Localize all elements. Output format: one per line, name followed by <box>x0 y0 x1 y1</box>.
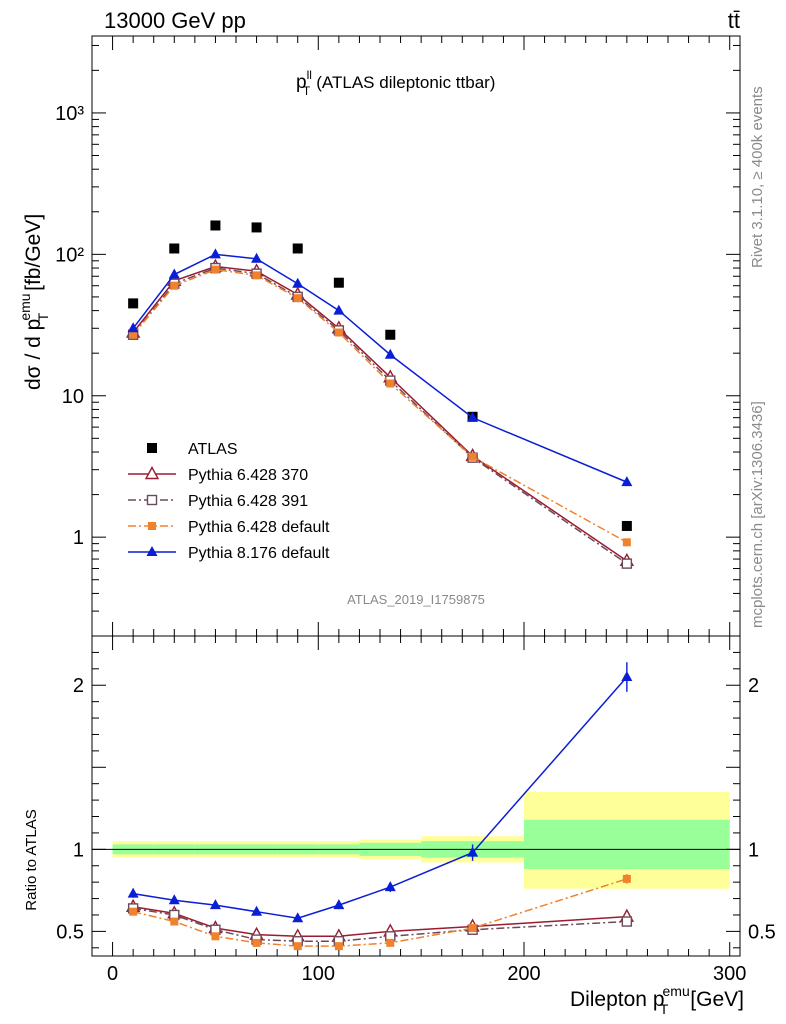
x-tick-label: 0 <box>107 963 118 985</box>
series-0-point <box>292 243 303 254</box>
ratio-y-tick-label: 1 <box>73 839 84 861</box>
series-4-point <box>209 248 221 259</box>
legend-marker-1 <box>144 466 160 480</box>
series-4-point <box>333 304 345 315</box>
x-tick-label: 300 <box>713 963 746 985</box>
ratio-series-3-point <box>621 671 633 682</box>
series-0-point <box>333 277 344 288</box>
ratio-series-3-point <box>127 887 139 898</box>
ratio-series-line-1 <box>133 907 627 942</box>
ratio-y-tick-label-right: 0.5 <box>748 921 776 943</box>
series-3-point <box>129 330 138 339</box>
legend-marker-3 <box>148 522 156 530</box>
ratio-series-3-point <box>333 899 345 910</box>
ratio-series-3-point <box>209 899 221 910</box>
rivet-version-label: Rivet 3.1.10, ≥ 400k events <box>749 86 766 268</box>
ratio-series-2-point <box>468 924 477 933</box>
ratio-y-tick-label-right: 2 <box>748 675 759 697</box>
series-0-point <box>621 520 632 531</box>
ratio-y-tick-label-right: 1 <box>748 839 759 861</box>
main-panel: 10³ 10² 10 1 <box>55 35 741 637</box>
legend: ATLAS Pythia 6.428 370 Pythia 6.428 391 Pyt… <box>128 441 330 562</box>
legend-label-4: Pythia 8.176 default <box>188 545 330 562</box>
ratio-series-3-point <box>168 894 180 905</box>
energy-label: 13000 GeV pp <box>104 8 246 33</box>
main-y-tick-label: 1 <box>73 527 84 549</box>
ratio-y-tick-label: 2 <box>73 675 84 697</box>
ratio-series-2-point <box>293 942 302 951</box>
main-title: pll T (ATLAS dileptonic ttbar) <box>296 68 495 98</box>
series-4-point <box>292 277 304 288</box>
legend-label-2: Pythia 6.428 391 <box>188 493 308 510</box>
ratio-series-2-point <box>170 917 179 926</box>
series-0-point <box>251 222 262 233</box>
series-4-point <box>621 476 633 487</box>
series-3-point <box>622 538 631 547</box>
series-0-point <box>385 329 396 340</box>
series-3-point <box>211 265 220 274</box>
series-4-point <box>251 252 263 263</box>
series-0-point <box>210 220 221 231</box>
series-3-point <box>293 294 302 303</box>
series-4-point <box>384 348 396 359</box>
ratio-series-2-point <box>334 942 343 951</box>
ratio-series-2-point <box>386 938 395 947</box>
series-4-point <box>127 322 139 333</box>
main-y-tick-label: 10 <box>62 386 84 408</box>
series-3-point <box>334 328 343 337</box>
series-3-point <box>468 452 477 461</box>
ratio-y-axis-label: Ratio to ATLAS <box>23 809 40 910</box>
ratio-y-tick-label: 0.5 <box>56 921 84 943</box>
legend-label-1: Pythia 6.428 370 <box>188 467 308 484</box>
x-tick-label: 100 <box>302 963 335 985</box>
series-2-point <box>621 558 633 569</box>
series-line-1 <box>132 265 628 562</box>
legend-label-3: Pythia 6.428 default <box>188 519 330 536</box>
ratio-panel: 0 100 200 300 2 2 1 1 0.5 0.5 <box>56 635 776 985</box>
series-3-point <box>170 281 179 290</box>
series-4-point <box>168 268 180 279</box>
analysis-tag: ATLAS_2019_I1759875 <box>347 592 485 607</box>
ratio-series-2-point <box>211 932 220 941</box>
ratio-series-2-point <box>129 907 138 916</box>
legend-marker-4 <box>146 546 158 556</box>
series-0-point <box>128 298 139 309</box>
ratio-frame <box>91 635 741 957</box>
ratio-series-line-2 <box>132 878 628 947</box>
main-y-axis-label: dσ / d pemu T[fb/GeV] <box>17 214 51 390</box>
legend-marker-2 <box>146 494 158 506</box>
x-axis-label: Dilepton pemu T [GeV] <box>570 983 744 1017</box>
main-y-tick-label: 10³ <box>55 103 84 125</box>
series-4-point <box>467 411 479 422</box>
process-label: tt̄ <box>728 8 740 33</box>
series-3-point <box>386 379 395 388</box>
legend-marker-0 <box>147 443 157 453</box>
ratio-series-3-point <box>292 912 304 923</box>
ratio-series-2-point <box>252 938 261 947</box>
ratio-series-3-point <box>384 881 396 892</box>
legend-label-0: ATLAS <box>188 441 238 458</box>
main-y-tick-label: 10² <box>55 244 84 266</box>
x-tick-label: 200 <box>507 963 540 985</box>
series-3-point <box>252 271 261 280</box>
ratio-series-3-point <box>251 905 263 916</box>
ratio-series-2-point <box>622 874 631 883</box>
ratio-series-1-point <box>621 916 633 927</box>
ratio-series-3-point <box>467 846 479 857</box>
series-0-point <box>169 243 180 254</box>
mcplots-label: mcplots.cern.ch [arXiv:1306.3436] <box>749 401 766 628</box>
band-inner-8 <box>524 819 730 870</box>
ratio-series-line-0 <box>133 906 627 938</box>
